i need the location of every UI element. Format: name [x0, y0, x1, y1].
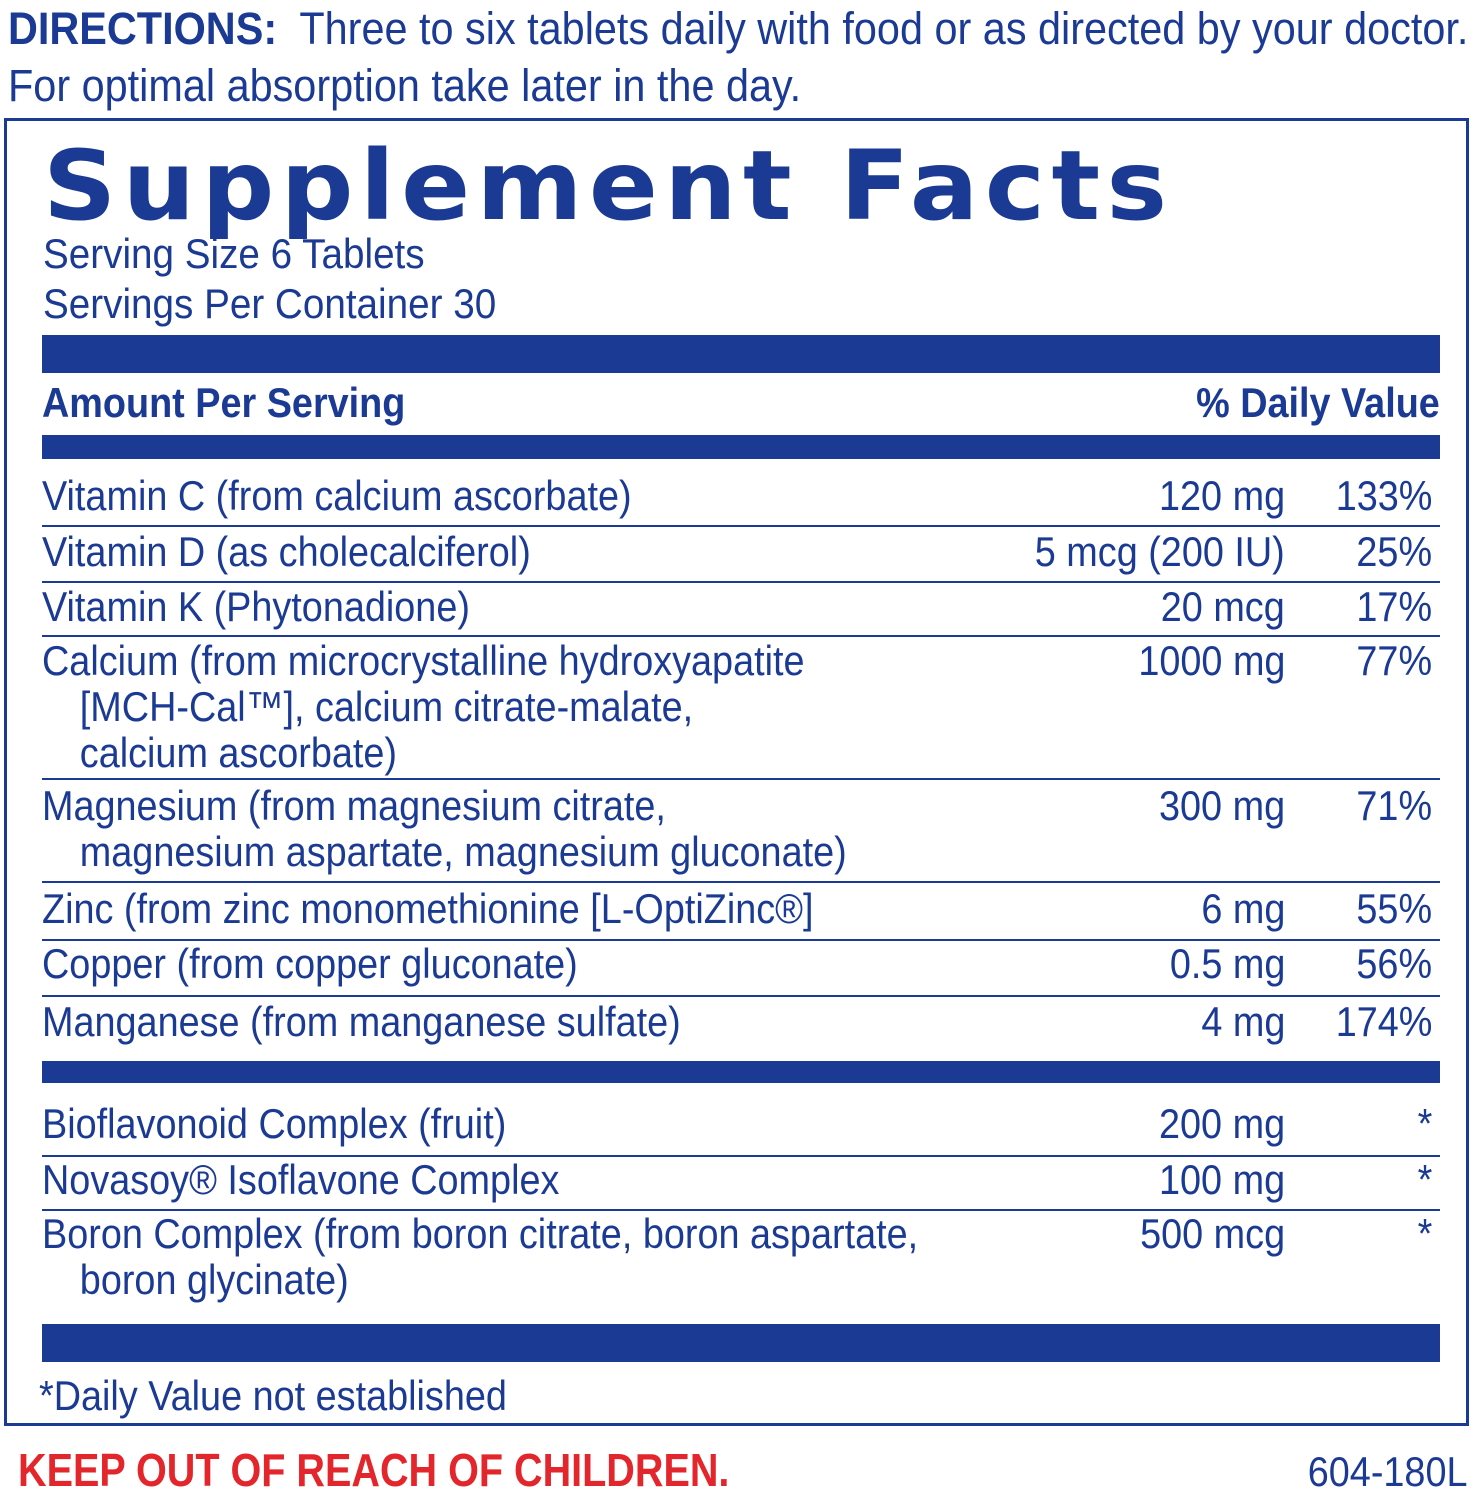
- ingredient-amount: 200 mg: [1158, 1100, 1285, 1147]
- nutrient-dv: 17%: [1356, 583, 1432, 630]
- amount-header-row: Amount Per Serving % Daily Value: [42, 377, 1440, 429]
- supplement-facts-panel: Supplement Facts Serving Size 6 Tablets …: [4, 118, 1469, 1426]
- nutrient-dv: 56%: [1356, 940, 1432, 987]
- thick-divider: [42, 335, 1440, 373]
- nutrient-amount: 20 mcg: [1161, 583, 1285, 630]
- daily-value-footnote: *Daily Value not established: [39, 1372, 507, 1419]
- nutrient-name-line1: Calcium (from microcrystalline hydroxyap…: [42, 637, 805, 684]
- ingredient-name-line1: Boron Complex (from boron citrate, boron…: [42, 1210, 919, 1257]
- nutrient-row: Calcium (from microcrystalline hydroxyap…: [42, 638, 1440, 780]
- daily-value-header: % Daily Value: [1196, 379, 1440, 426]
- nutrient-name-line1: Magnesium (from magnesium citrate,: [42, 782, 666, 829]
- nutrient-name: Zinc (from zinc monomethionine [L-OptiZi…: [42, 885, 814, 932]
- nutrient-dv: 77%: [1356, 637, 1432, 684]
- thick-divider: [42, 1324, 1440, 1362]
- directions-label: DIRECTIONS:: [8, 3, 278, 54]
- ingredient-name-line2: boron glycinate): [79, 1256, 349, 1303]
- ingredient-name: Bioflavonoid Complex (fruit): [42, 1100, 507, 1147]
- ingredient-row: Boron Complex (from boron citrate, boron…: [42, 1211, 1440, 1311]
- product-code: 604-180L: [1307, 1448, 1467, 1495]
- supplement-facts-title: Supplement Facts: [43, 130, 1174, 242]
- ingredient-row: Novasoy® Isoflavone Complex 100 mg *: [42, 1157, 1440, 1211]
- nutrient-name: Vitamin C (from calcium ascorbate): [42, 472, 632, 519]
- nutrient-name-line2: [MCH-Cal™], calcium citrate-malate,: [79, 683, 694, 730]
- nutrient-name: Vitamin D (as cholecalciferol): [42, 528, 531, 575]
- medium-divider: [42, 1061, 1440, 1083]
- ingredient-dv: *: [1417, 1210, 1432, 1257]
- nutrient-amount: 5 mcg (200 IU): [1035, 528, 1285, 575]
- ingredient-dv: *: [1417, 1156, 1432, 1203]
- nutrient-row: Magnesium (from magnesium citrate, magnes…: [42, 783, 1440, 883]
- nutrient-row: Vitamin C (from calcium ascorbate) 120 m…: [42, 473, 1440, 527]
- nutrient-name: Copper (from copper gluconate): [42, 940, 578, 987]
- nutrient-row: Manganese (from manganese sulfate) 4 mg …: [42, 999, 1440, 1055]
- nutrient-row: Vitamin D (as cholecalciferol) 5 mcg (20…: [42, 529, 1440, 583]
- nutrient-dv: 71%: [1356, 782, 1432, 829]
- ingredient-dv: *: [1417, 1100, 1432, 1147]
- servings-per-container: Servings Per Container 30: [43, 280, 497, 327]
- ingredient-amount: 100 mg: [1158, 1156, 1285, 1203]
- ingredient-row: Bioflavonoid Complex (fruit) 200 mg *: [42, 1101, 1440, 1157]
- nutrient-amount: 300 mg: [1158, 782, 1285, 829]
- nutrient-dv: 55%: [1356, 885, 1432, 932]
- nutrient-dv: 25%: [1356, 528, 1432, 575]
- nutrient-amount: 6 mg: [1200, 885, 1285, 932]
- ingredient-name: Boron Complex (from boron citrate, boron…: [42, 1211, 1104, 1303]
- nutrient-amount: 120 mg: [1158, 472, 1285, 519]
- child-safety-warning: KEEP OUT OF REACH OF CHILDREN.: [18, 1444, 730, 1496]
- nutrient-name: Magnesium (from magnesium citrate, magnes…: [42, 783, 1104, 875]
- nutrient-name: Vitamin K (Phytonadione): [42, 583, 470, 630]
- directions-text: Three to six tablets daily with food or …: [8, 3, 1469, 111]
- nutrient-dv: 174%: [1335, 998, 1432, 1045]
- nutrient-amount: 4 mg: [1200, 998, 1285, 1045]
- nutrient-name: Calcium (from microcrystalline hydroxyap…: [42, 638, 1104, 776]
- nutrient-row: Zinc (from zinc monomethionine [L-OptiZi…: [42, 886, 1440, 941]
- nutrient-dv: 133%: [1335, 472, 1432, 519]
- ingredient-amount: 500 mcg: [1140, 1210, 1285, 1257]
- medium-divider: [42, 435, 1440, 459]
- nutrient-row: Copper (from copper gluconate) 0.5 mg 56…: [42, 941, 1440, 997]
- nutrient-amount: 1000 mg: [1137, 637, 1285, 684]
- nutrient-name-line2: magnesium aspartate, magnesium gluconate…: [79, 828, 847, 875]
- nutrient-name-line3: calcium ascorbate): [79, 729, 398, 776]
- nutrient-name: Manganese (from manganese sulfate): [42, 998, 681, 1045]
- ingredient-name: Novasoy® Isoflavone Complex: [42, 1156, 560, 1203]
- serving-size: Serving Size 6 Tablets: [43, 230, 425, 277]
- directions: DIRECTIONS: Three to six tablets daily w…: [8, 0, 1471, 114]
- nutrient-amount: 0.5 mg: [1169, 940, 1285, 987]
- amount-per-serving-header: Amount Per Serving: [42, 379, 406, 426]
- nutrient-row: Vitamin K (Phytonadione) 20 mcg 17%: [42, 584, 1440, 637]
